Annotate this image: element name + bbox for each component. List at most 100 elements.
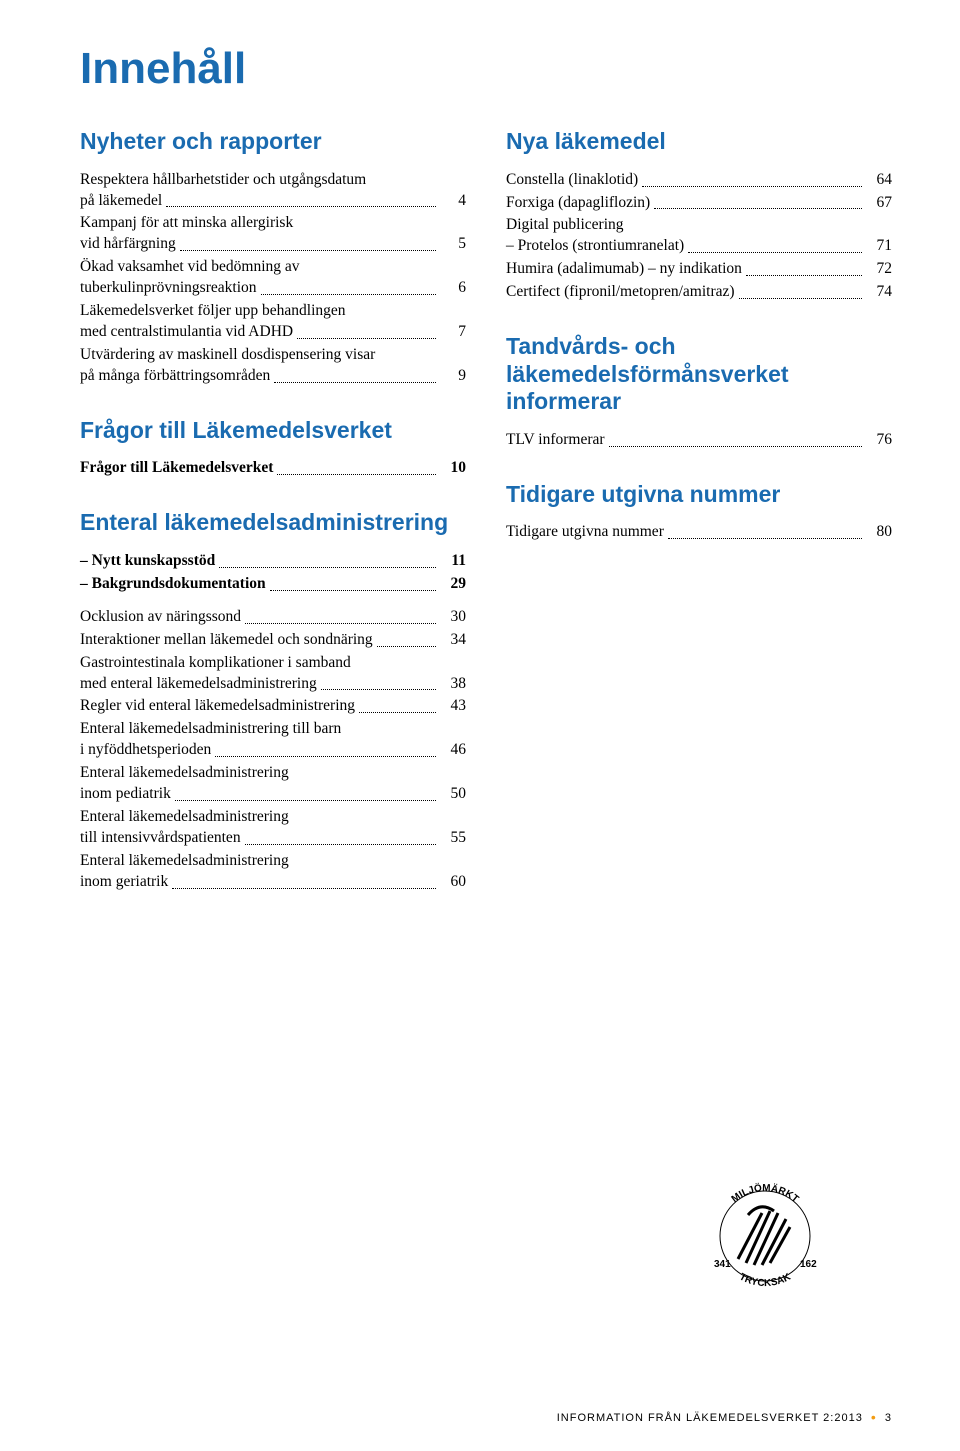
toc-entry: Ökad vaksamhet vid bedömning av xyxy=(80,258,300,275)
toc-entry: Ocklusion av näringssond xyxy=(80,607,241,628)
toc-entry: Tidigare utgivna nummer xyxy=(506,522,664,543)
toc-page: 11 xyxy=(440,551,466,572)
toc-page: 4 xyxy=(440,191,466,212)
toc-entry: Digital publicering xyxy=(506,216,624,233)
leader-dots xyxy=(297,338,436,339)
toc-entry: inom geriatrik xyxy=(80,872,168,893)
footer-page: 3 xyxy=(885,1412,892,1424)
leader-dots xyxy=(261,294,437,295)
toc-nyheter: Respektera hållbarhetstider och utgångsd… xyxy=(80,170,466,387)
toc-entry: med centralstimulantia vid ADHD xyxy=(80,322,293,343)
page: Innehåll Nyheter och rapporter Respekter… xyxy=(0,0,960,1451)
toc-page: 46 xyxy=(440,740,466,761)
toc-entry: Constella (linaklotid) xyxy=(506,170,638,191)
toc-page: 74 xyxy=(866,282,892,303)
section-heading-enteral: Enteral läkemedelsadministrering xyxy=(80,509,466,537)
swan-ecolabel-icon: MILJÖMÄRKT TRYCKSAK 341 162 xyxy=(700,1171,830,1301)
leader-dots xyxy=(245,623,436,624)
toc-entry: till intensivvårdspatienten xyxy=(80,828,241,849)
columns: Nyheter och rapporter Respektera hållbar… xyxy=(80,128,892,895)
toc-page: 29 xyxy=(440,574,466,595)
toc-entry: Enteral läkemedelsadministrering xyxy=(80,852,289,869)
toc-page: 80 xyxy=(866,522,892,543)
logo-right-num: 162 xyxy=(800,1259,817,1270)
toc-page: 72 xyxy=(866,259,892,280)
leader-dots xyxy=(175,800,436,801)
leader-dots xyxy=(274,382,436,383)
section-heading-nyheter: Nyheter och rapporter xyxy=(80,128,466,156)
toc-page: 67 xyxy=(866,193,892,214)
leader-dots xyxy=(654,208,862,209)
leader-dots xyxy=(166,206,436,207)
toc-entry: Gastrointestinala komplikationer i samba… xyxy=(80,654,351,671)
toc-page: 9 xyxy=(440,366,466,387)
toc-page: 71 xyxy=(866,236,892,257)
leader-dots xyxy=(739,298,862,299)
toc-page: 34 xyxy=(440,630,466,651)
toc-entry: – Nytt kunskapsstöd xyxy=(80,551,215,572)
section-heading-tandvards: Tandvårds- och läkemedelsförmånsverket i… xyxy=(506,333,892,416)
leader-dots xyxy=(180,250,436,251)
section-heading-tidigare: Tidigare utgivna nummer xyxy=(506,481,892,509)
toc-page: 38 xyxy=(440,674,466,695)
leader-dots xyxy=(321,689,436,690)
toc-page: 10 xyxy=(440,458,466,479)
toc-page: 50 xyxy=(440,784,466,805)
toc-entry: Enteral läkemedelsadministrering xyxy=(80,808,289,825)
toc-page: 7 xyxy=(440,322,466,343)
toc-tidigare: Tidigare utgivna nummer 80 xyxy=(506,522,892,543)
leader-dots xyxy=(172,888,436,889)
leader-dots xyxy=(219,567,436,568)
footer-text: INFORMATION FRÅN LÄKEMEDELSVERKET 2:2013 xyxy=(557,1412,863,1424)
toc-page: 64 xyxy=(866,170,892,191)
toc-enteral: – Nytt kunskapsstöd 11 – Bakgrundsdokumen… xyxy=(80,551,466,893)
toc-nya: Constella (linaklotid)64 Forxiga (dapagl… xyxy=(506,170,892,304)
footer-bullet-icon: • xyxy=(871,1409,877,1425)
leader-dots xyxy=(359,712,436,713)
leader-dots xyxy=(688,252,862,253)
toc-fragor: Frågor till Läkemedelsverket 10 xyxy=(80,458,466,479)
toc-entry: Enteral läkemedelsadministrering xyxy=(80,764,289,781)
leader-dots xyxy=(746,275,862,276)
toc-page: 5 xyxy=(440,234,466,255)
toc-page: 6 xyxy=(440,278,466,299)
leader-dots xyxy=(277,474,436,475)
toc-page: 76 xyxy=(866,430,892,451)
toc-entry: Certifect (fipronil/metopren/amitraz) xyxy=(506,282,735,303)
toc-entry: TLV informerar xyxy=(506,430,605,451)
toc-entry: Läkemedelsverket följer upp behandlingen xyxy=(80,302,346,319)
toc-entry: vid hårfärgning xyxy=(80,234,176,255)
toc-entry: Regler vid enteral läkemedelsadministrer… xyxy=(80,696,355,717)
toc-entry: Frågor till Läkemedelsverket xyxy=(80,458,273,479)
left-column: Nyheter och rapporter Respektera hållbar… xyxy=(80,128,466,895)
toc-entry: Humira (adalimumab) – ny indikation xyxy=(506,259,742,280)
leader-dots xyxy=(668,538,862,539)
page-title: Innehåll xyxy=(80,44,892,94)
section-heading-nya: Nya läkemedel xyxy=(506,128,892,156)
toc-page: 60 xyxy=(440,872,466,893)
toc-page: 30 xyxy=(440,607,466,628)
leader-dots xyxy=(609,446,862,447)
toc-entry: Interaktioner mellan läkemedel och sondn… xyxy=(80,630,373,651)
toc-entry: Enteral läkemedelsadministrering till ba… xyxy=(80,720,341,737)
nordic-swan-logo: MILJÖMÄRKT TRYCKSAK 341 162 xyxy=(690,1161,840,1311)
toc-entry: på många förbättringsområden xyxy=(80,366,270,387)
leader-dots xyxy=(215,756,436,757)
toc-page: 55 xyxy=(440,828,466,849)
toc-page: 43 xyxy=(440,696,466,717)
toc-tandvards: TLV informerar 76 xyxy=(506,430,892,451)
right-column: Nya läkemedel Constella (linaklotid)64 F… xyxy=(506,128,892,895)
toc-entry: på läkemedel xyxy=(80,191,162,212)
toc-entry: med enteral läkemedelsadministrering xyxy=(80,674,317,695)
toc-entry: – Bakgrundsdokumentation xyxy=(80,574,266,595)
leader-dots xyxy=(245,844,436,845)
toc-entry: Respektera hållbarhetstider och utgångsd… xyxy=(80,171,366,188)
toc-entry: i nyföddhetsperioden xyxy=(80,740,211,761)
section-heading-fragor: Frågor till Läkemedelsverket xyxy=(80,417,466,445)
leader-dots xyxy=(270,590,436,591)
leader-dots xyxy=(642,186,862,187)
toc-entry: Kampanj för att minska allergirisk xyxy=(80,214,293,231)
logo-left-num: 341 xyxy=(714,1259,731,1270)
toc-entry: inom pediatrik xyxy=(80,784,171,805)
toc-entry: Utvärdering av maskinell dosdispensering… xyxy=(80,346,375,363)
